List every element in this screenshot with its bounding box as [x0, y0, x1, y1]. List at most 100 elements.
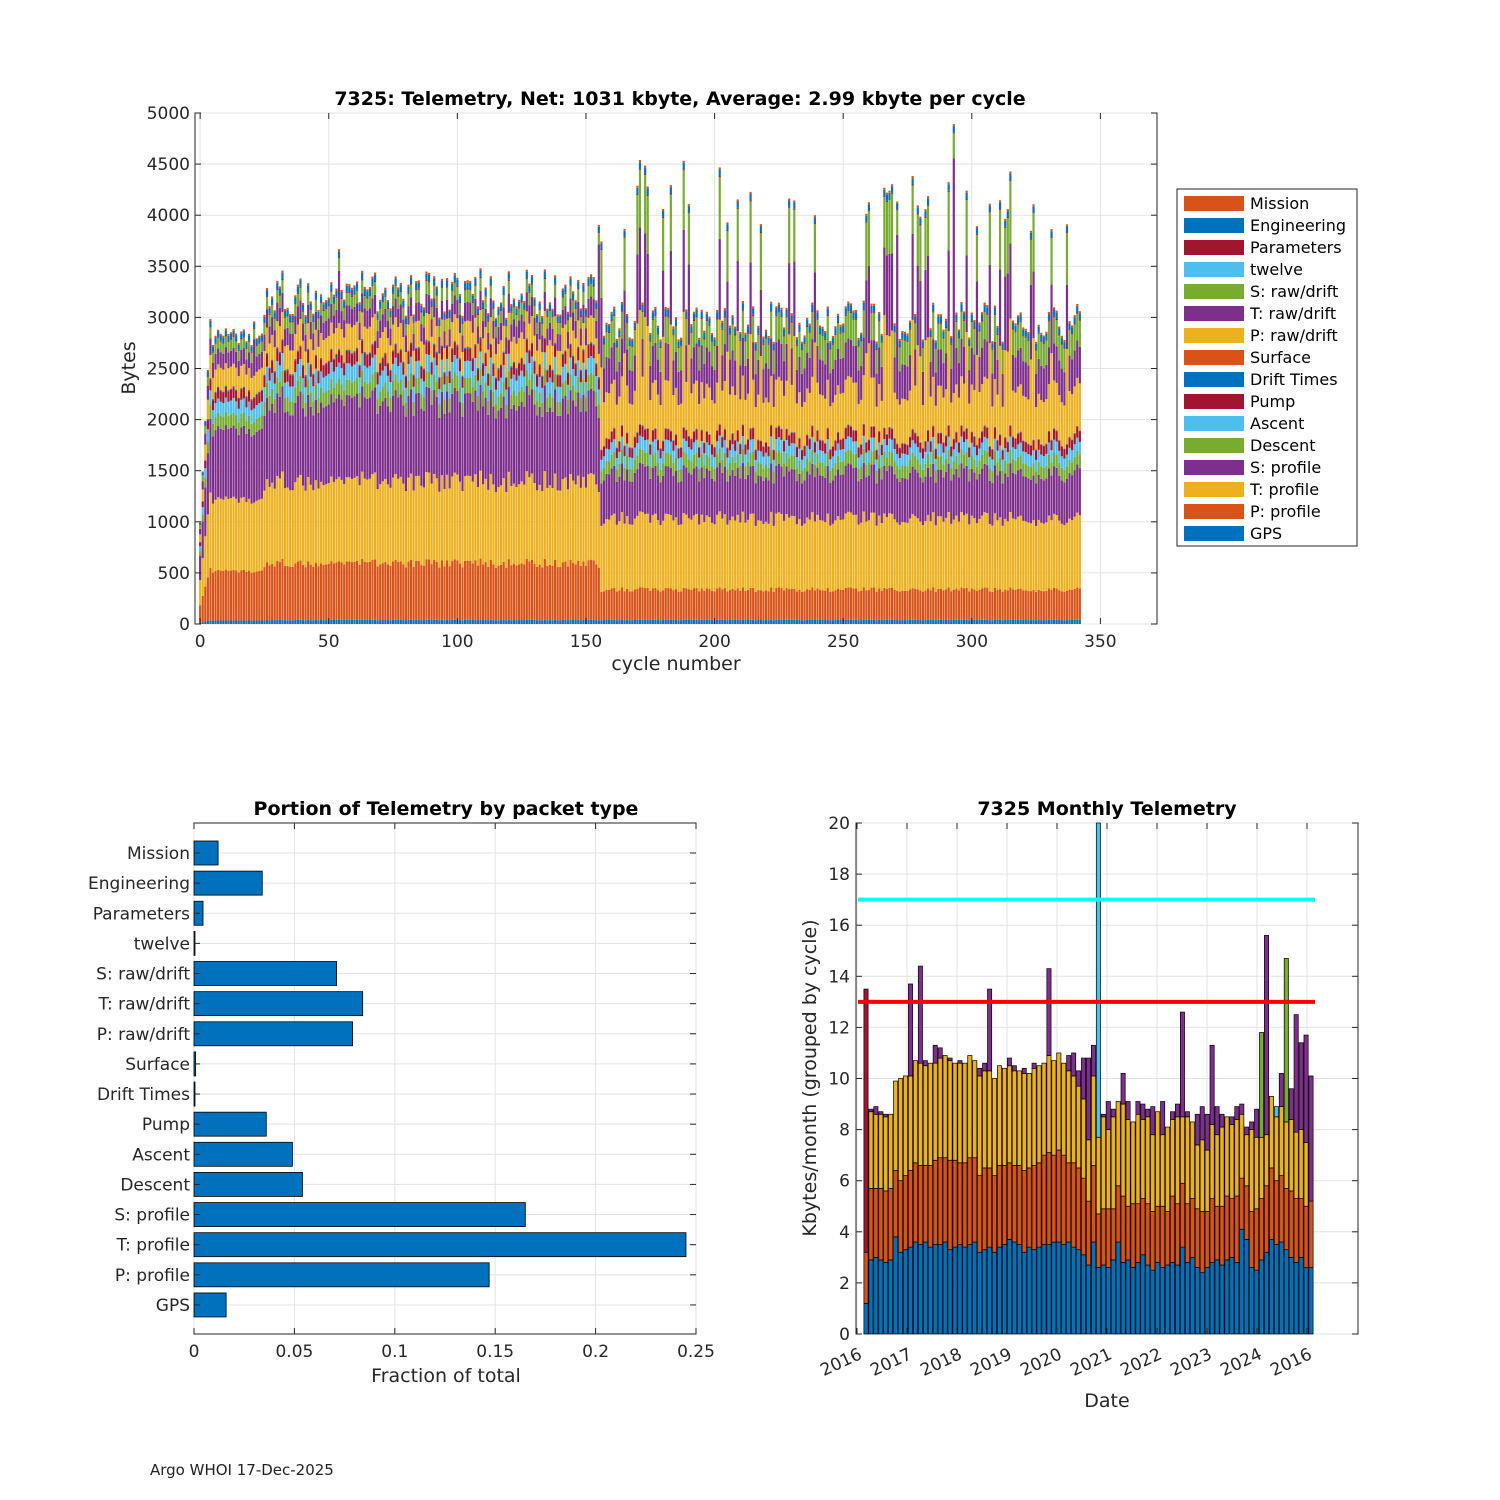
top-bar-segment	[764, 337, 768, 339]
top-bar-segment	[325, 320, 328, 339]
top-bar-segment	[404, 317, 408, 324]
top-bar-segment	[505, 377, 508, 379]
top-bar-segment	[363, 351, 366, 353]
top-bar-segment	[1045, 590, 1048, 621]
top-bar-segment	[600, 483, 603, 526]
top-bar-segment	[705, 311, 708, 314]
top-bar-segment	[530, 297, 534, 316]
top-bar-segment	[268, 565, 271, 621]
top-bar-segment	[929, 451, 932, 464]
top-bar-segment	[618, 451, 621, 464]
top-bar-segment	[762, 338, 765, 345]
top-bar-segment	[309, 376, 312, 393]
top-bar-segment	[283, 316, 287, 318]
top-bar-segment	[554, 559, 557, 620]
top-bar-segment	[245, 620, 248, 624]
top-bar-segment	[422, 327, 426, 345]
top-bar-segment	[579, 310, 582, 317]
top-bar-segment	[394, 345, 397, 358]
top-bar-segment	[554, 284, 557, 298]
top-bar-segment	[788, 198, 791, 201]
top-bar-segment	[842, 392, 845, 439]
top-bar-segment	[626, 323, 629, 350]
top-bar-segment	[229, 414, 233, 428]
top-bar-segment	[536, 490, 539, 567]
top-bar-segment	[777, 463, 780, 513]
top-bar-segment	[677, 591, 680, 621]
top-bar-segment	[201, 481, 204, 490]
top-bar-segment	[728, 620, 732, 624]
top-bar-segment	[219, 498, 222, 571]
top-bar-segment	[299, 560, 302, 620]
top-bar-segment	[993, 438, 997, 452]
top-bar-segment	[381, 293, 384, 296]
top-bar-segment	[304, 376, 307, 388]
top-bar-segment	[983, 619, 986, 624]
top-bar-segment	[590, 274, 593, 277]
top-bar-segment	[425, 619, 428, 624]
top-bar-segment	[793, 432, 796, 433]
top-bar-segment	[397, 619, 400, 624]
top-bar-segment	[806, 435, 809, 436]
top-bar-segment	[883, 314, 886, 428]
top-bar-segment	[952, 126, 955, 133]
top-bar-segment	[332, 303, 335, 316]
top-bar-segment	[528, 619, 531, 624]
top-bar-segment	[772, 341, 775, 344]
top-bar-segment	[536, 375, 539, 387]
top-bar-segment	[489, 284, 492, 286]
top-bar-segment	[242, 620, 245, 624]
top-bar-segment	[618, 521, 621, 591]
top-bar-segment	[911, 619, 914, 624]
top-bar-segment	[962, 313, 966, 320]
top-bar-segment	[613, 316, 616, 343]
top-bar-segment	[366, 298, 369, 311]
top-bar-segment	[993, 513, 997, 588]
top-bar-segment	[741, 463, 744, 512]
top-bar-segment	[271, 361, 274, 373]
top-bar-segment	[842, 357, 845, 393]
top-bar-segment	[309, 392, 312, 407]
top-bar-segment	[247, 333, 251, 336]
top-bar-segment	[368, 326, 372, 353]
top-bar-segment	[662, 208, 665, 211]
top-bar-segment	[631, 346, 634, 348]
top-bar-segment	[402, 405, 405, 484]
top-bar-segment	[592, 344, 595, 346]
top-bar-segment	[883, 439, 886, 452]
top-bar-segment	[237, 360, 240, 377]
top-bar-segment	[587, 345, 590, 359]
top-bar-segment	[407, 324, 410, 351]
top-bar-segment	[263, 351, 266, 375]
top-bar-segment	[772, 373, 775, 407]
top-bar-segment	[397, 353, 400, 367]
top-bar-segment	[762, 336, 765, 339]
top-bar-segment	[399, 394, 402, 477]
top-bar-segment	[986, 341, 989, 379]
top-bar-segment	[595, 338, 598, 363]
top-bar-segment	[682, 162, 685, 170]
top-bar-segment	[934, 348, 937, 373]
top-bar-segment	[304, 620, 307, 624]
top-bar-segment	[849, 339, 853, 378]
top-bar-segment	[461, 317, 464, 324]
top-bar-segment	[934, 449, 937, 459]
top-bar-segment	[229, 340, 233, 351]
top-bar-segment	[291, 566, 294, 621]
top-bar-segment	[307, 304, 310, 324]
top-bar-segment	[659, 591, 662, 621]
top-bar-segment	[618, 590, 621, 621]
top-bar-segment	[590, 283, 593, 297]
top-bar-segment	[548, 407, 552, 486]
top-bar-segment	[582, 349, 585, 351]
top-bar-segment	[391, 286, 395, 293]
top-bar-segment	[453, 371, 456, 388]
top-bar-segment	[566, 313, 570, 320]
top-bar-segment	[502, 364, 505, 382]
top-bar-segment	[800, 450, 804, 460]
top-bar-segment	[865, 213, 868, 216]
top-bar-segment	[453, 559, 456, 620]
top-bar-segment	[965, 587, 968, 620]
top-bar-segment	[698, 403, 701, 447]
top-bar-segment	[484, 327, 487, 353]
